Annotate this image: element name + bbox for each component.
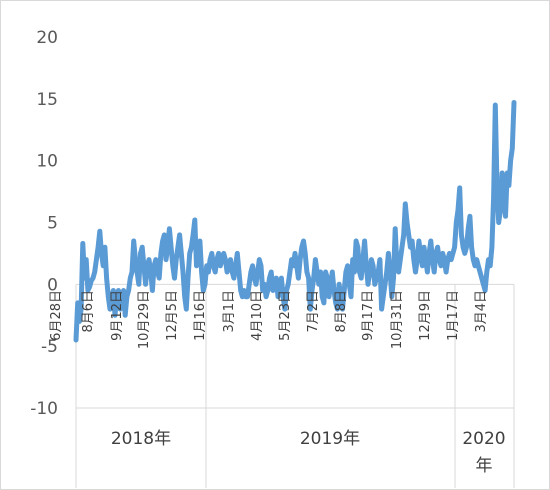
- y-tick-label-3: 5: [47, 214, 58, 234]
- x-tick-label-3: 10月29日: [137, 290, 152, 349]
- x-tick-label-13: 12月9日: [418, 290, 433, 341]
- year-label-1: 2019年: [300, 429, 360, 449]
- y-tick-label-4: 10: [36, 152, 58, 172]
- y-tick-label-6: 20: [36, 28, 58, 48]
- x-tick-label-4: 12月5日: [165, 290, 180, 341]
- x-axis-tick-labels: 6月28日 8月6日 9月12日 10月29日 12月5日 1月16日 3月1日 4月10日 5…: [49, 290, 489, 349]
- y-tick-label-1: -5: [41, 337, 58, 357]
- year-label-0: 2018年: [111, 429, 171, 449]
- x-axis: [75, 283, 515, 488]
- x-tick-label-5: 1月16日: [193, 290, 208, 341]
- y-tick-label-5: 15: [36, 90, 58, 110]
- y-tick-label-2: 0: [47, 275, 58, 295]
- series-line: [73, 100, 517, 343]
- x-axis-year-labels: 2018年 2019年 2020 年: [111, 429, 506, 476]
- x-tick-label-11: 9月17日: [361, 290, 376, 341]
- x-tick-label-1: 8月6日: [81, 290, 96, 333]
- x-tick-label-15: 3月4日: [474, 290, 489, 333]
- x-tick-label-0: 6月28日: [49, 290, 64, 341]
- y-tick-label-0: -10: [30, 399, 58, 419]
- x-tick-label-7: 4月10日: [250, 290, 265, 341]
- x-tick-label-6: 3月1日: [222, 290, 237, 333]
- y-axis-tick-labels: -10 -5 0 5 10 15 20: [30, 28, 58, 419]
- x-tick-label-14: 1月17日: [446, 290, 461, 341]
- year-label-2: 2020 年: [462, 429, 505, 476]
- x-tick-label-8: 5月23日: [278, 290, 293, 341]
- x-tick-label-10: 8月8日: [334, 290, 349, 333]
- x-tick-label-9: 7月2日: [306, 290, 321, 333]
- x-tick-label-12: 10月31日: [390, 290, 405, 349]
- x-tick-label-2: 9月12日: [110, 290, 125, 341]
